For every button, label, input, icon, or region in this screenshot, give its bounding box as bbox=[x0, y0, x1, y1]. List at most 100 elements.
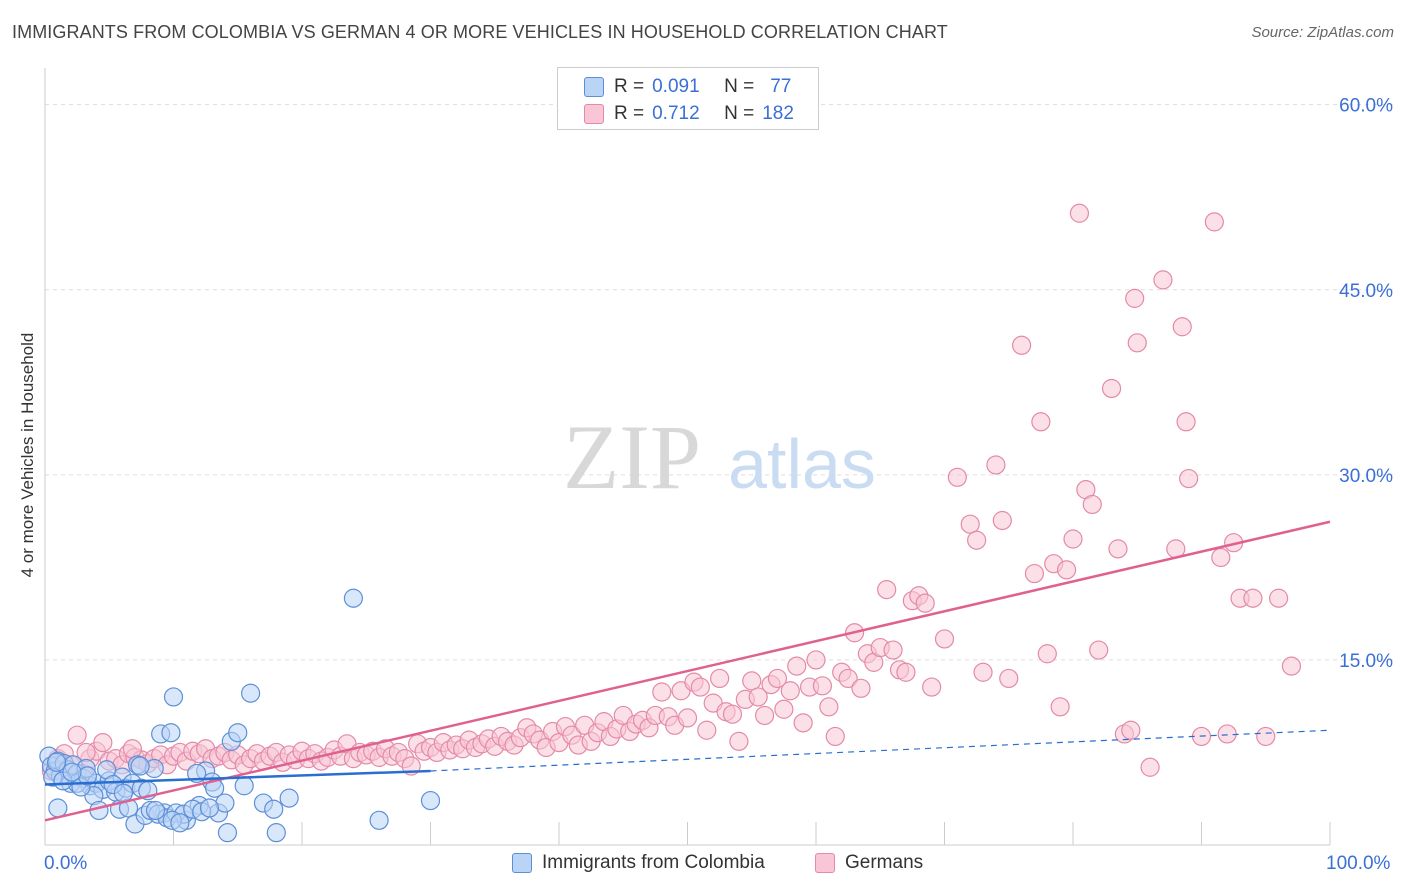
legend-row-colombia: R = 0.091 N = 77 bbox=[584, 76, 791, 98]
germans-point bbox=[1256, 726, 1276, 747]
y-tick-label: 60.0% bbox=[1339, 96, 1393, 117]
germans-point bbox=[1204, 212, 1224, 232]
germans-point bbox=[973, 662, 993, 682]
germans-point bbox=[1268, 588, 1289, 608]
germans-point bbox=[722, 704, 743, 724]
legend-r-value: 0.091 bbox=[652, 76, 700, 97]
colombia-point bbox=[130, 756, 150, 776]
legend-n-label: N = bbox=[724, 76, 755, 97]
colombia-point bbox=[145, 800, 166, 821]
germans-point bbox=[922, 677, 942, 697]
germans-point bbox=[986, 455, 1006, 475]
y-tick-label: 15.0% bbox=[1339, 651, 1393, 672]
colombia-point bbox=[217, 823, 238, 843]
germans-point bbox=[896, 662, 916, 682]
colombia-point bbox=[369, 810, 389, 830]
germans-point bbox=[1082, 494, 1102, 515]
colombia-point bbox=[46, 752, 67, 772]
germans-point bbox=[1179, 468, 1199, 489]
germans-point bbox=[122, 739, 142, 759]
bottom-legend-label-colombia: Immigrants from Colombia bbox=[542, 852, 765, 873]
legend-n-value: 182 bbox=[762, 103, 794, 124]
germans-point bbox=[1140, 757, 1160, 777]
germans-point bbox=[774, 699, 794, 719]
watermark: ZIP atlas bbox=[563, 406, 876, 508]
bottom-legend-germans: Germans bbox=[815, 852, 923, 874]
germans-point bbox=[947, 467, 967, 487]
germans-point bbox=[748, 687, 768, 707]
germans-point bbox=[960, 514, 980, 534]
germans-point bbox=[838, 668, 858, 689]
germans-point bbox=[1056, 560, 1077, 580]
colombia-point bbox=[62, 762, 82, 782]
x-tick-min: 0.0% bbox=[44, 853, 88, 874]
colombia-point bbox=[264, 799, 284, 819]
legend-n-label: N = bbox=[724, 103, 755, 124]
trendlines bbox=[44, 520, 1331, 822]
legend-swatch-colombia bbox=[584, 77, 604, 97]
germans-point bbox=[1101, 378, 1122, 399]
germans-point bbox=[999, 668, 1019, 689]
germans-point bbox=[1031, 412, 1051, 432]
gridlines bbox=[45, 104, 1395, 661]
legend-swatch-germans bbox=[584, 104, 604, 124]
legend-r-label: R = bbox=[614, 76, 645, 97]
colombia-point bbox=[241, 683, 261, 703]
germans-point bbox=[1153, 270, 1173, 290]
legend-r-value: 0.712 bbox=[652, 103, 700, 124]
germans-point bbox=[877, 579, 897, 600]
colombia-point bbox=[266, 823, 286, 843]
legend-r-label: R = bbox=[614, 103, 645, 124]
chart-title: IMMIGRANTS FROM COLOMBIA VS GERMAN 4 OR … bbox=[12, 22, 948, 42]
germans-point bbox=[992, 510, 1012, 531]
germans-point bbox=[1011, 335, 1032, 355]
colombia-point bbox=[343, 588, 363, 608]
germans-point bbox=[883, 640, 903, 660]
germans-point bbox=[915, 593, 935, 613]
germans-trendline bbox=[44, 520, 1331, 822]
germans-point bbox=[93, 732, 113, 753]
colombia-point bbox=[199, 798, 220, 818]
germans-point bbox=[710, 668, 730, 689]
germans-point bbox=[677, 708, 698, 728]
y-tick-labels: 15.0% 30.0% 45.0% 60.0% bbox=[1339, 96, 1393, 672]
legend-n-value: 77 bbox=[770, 76, 792, 97]
germans-point bbox=[793, 713, 813, 733]
legend-row-germans: R = 0.712 N = 182 bbox=[584, 103, 794, 125]
germans-point bbox=[1127, 333, 1147, 353]
germans-point bbox=[1211, 547, 1231, 568]
colombia-point bbox=[234, 776, 254, 796]
colombia-point bbox=[163, 687, 184, 707]
germans-point bbox=[767, 668, 788, 689]
watermark-zip: ZIP bbox=[563, 406, 701, 508]
bottom-legend-swatch-germans bbox=[815, 853, 835, 873]
germans-point bbox=[697, 720, 717, 740]
germans-point bbox=[1125, 288, 1145, 308]
germans-point bbox=[1050, 697, 1070, 717]
germans-point bbox=[729, 731, 749, 751]
germans-point bbox=[851, 678, 871, 698]
watermark-atlas: atlas bbox=[728, 425, 876, 503]
germans-point bbox=[780, 681, 800, 701]
germans-point bbox=[754, 705, 775, 726]
legend: R = 0.091 N = 77 R = 0.712 N = 182 bbox=[557, 67, 819, 130]
colombia-point bbox=[48, 798, 68, 818]
germans-point bbox=[806, 650, 826, 670]
germans-point bbox=[1121, 720, 1141, 740]
germans-point bbox=[1089, 640, 1109, 660]
colombia-point bbox=[170, 813, 190, 833]
germans-point bbox=[1108, 539, 1128, 559]
bottom-legend-label-germans: Germans bbox=[845, 852, 924, 873]
germans-point bbox=[787, 656, 807, 676]
y-axis-label: 4 or more Vehicles in Household bbox=[18, 332, 37, 578]
germans-point bbox=[812, 676, 833, 696]
y-tick-label: 45.0% bbox=[1339, 281, 1393, 302]
germans-point bbox=[1243, 588, 1263, 608]
germans-point bbox=[67, 725, 87, 745]
colombia-point bbox=[279, 788, 299, 808]
source-credit: Source: ZipAtlas.com bbox=[1251, 24, 1394, 41]
colombia-point bbox=[161, 723, 181, 743]
y-tick-label: 30.0% bbox=[1339, 466, 1393, 487]
bottom-legend-swatch-colombia bbox=[512, 853, 532, 873]
